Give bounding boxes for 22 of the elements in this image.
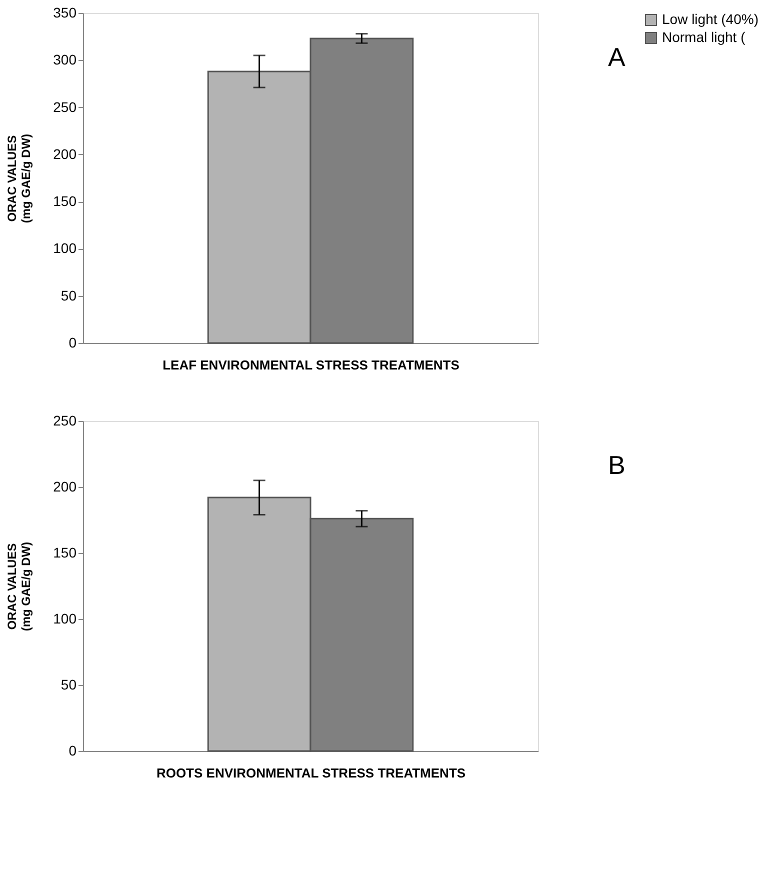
y-tick-label: 300 — [53, 52, 77, 68]
y-tick-label: 50 — [60, 287, 77, 304]
x-axis-title: ROOTS ENVIRONMENTAL STRESS TREATMENTS — [156, 766, 466, 780]
text: A — [608, 42, 626, 72]
y-tick-label: 150 — [53, 544, 77, 560]
y-axis-title: ORAC VALUES (mg GAE/g DW) — [5, 542, 34, 632]
y-tick-label: 350 — [53, 4, 77, 20]
legend-label: Normal light ( — [662, 29, 746, 45]
y-tick-label: 0 — [68, 742, 77, 758]
y-tick-label: 50 — [60, 676, 77, 692]
text: B — [608, 450, 626, 480]
y-tick-label: 250 — [53, 98, 77, 115]
y-axis-title: ORAC VALUES (mg GAE/g DW) — [5, 134, 34, 224]
y-tick-label: 250 — [53, 412, 77, 428]
y-tick-label: 0 — [68, 334, 77, 350]
y-tick-label: 200 — [53, 146, 77, 162]
y-tick-label: 100 — [53, 240, 77, 256]
y-tick-label: 100 — [53, 610, 77, 626]
y-tick-label: 200 — [53, 478, 77, 494]
legend-label: Low light (40%) — [662, 11, 758, 27]
y-tick-label: 150 — [53, 193, 77, 210]
x-axis-title: LEAF ENVIRONMENTAL STRESS TREATMENTS — [162, 358, 460, 372]
